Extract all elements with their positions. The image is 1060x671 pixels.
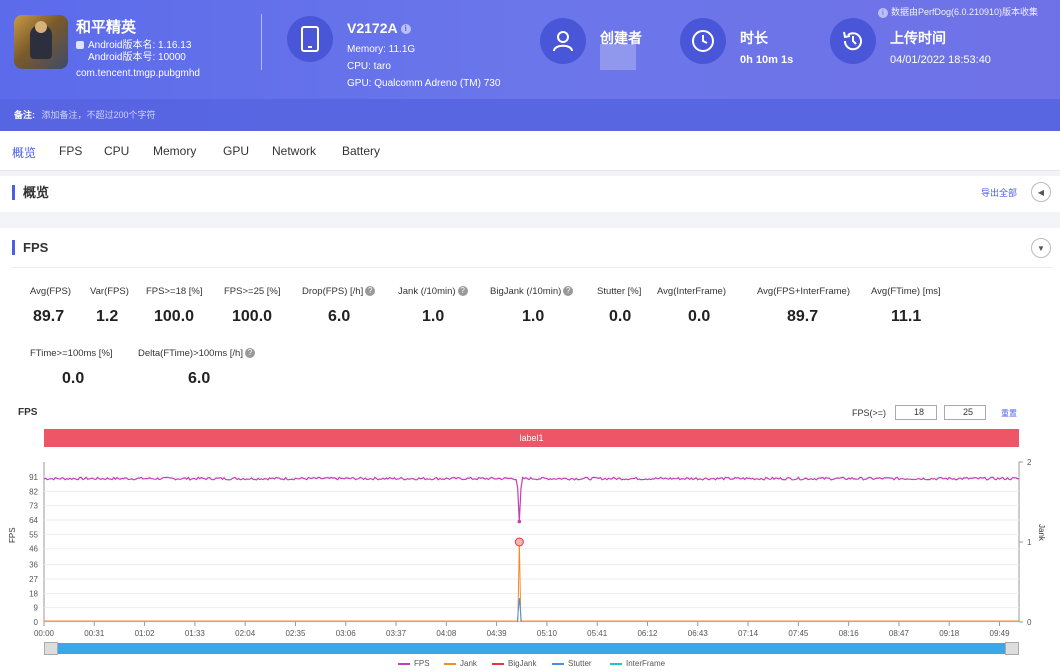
creator-name-redacted [600,44,636,70]
stat-value: 6.0 [328,308,351,325]
tab-memory[interactable]: Memory [153,144,197,158]
stat-label: FTime>=100ms [%] [30,348,113,359]
info-icon[interactable]: i [400,24,411,35]
remark-input[interactable]: 添加备注，不超过200个字符 [41,110,156,120]
export-all-link[interactable]: 导出全部 [981,188,1018,198]
legend-swatch [610,662,622,665]
remark-label: 备注: [14,110,35,120]
tab-gpu[interactable]: GPU [223,144,250,158]
legend-jank[interactable]: Jank [444,659,477,668]
creator-title: 创建者 [600,30,642,46]
y-axis-label: FPS [8,527,17,543]
user-icon [540,18,586,64]
help-icon[interactable]: ? [457,286,468,297]
phone-icon [287,16,333,62]
stat-value: 89.7 [787,308,819,325]
stat-value: 11.1 [891,308,922,325]
legend-stutter[interactable]: Stutter [552,659,592,668]
app-icon-figure [30,25,52,59]
stat-value: 0.0 [688,308,711,325]
report-header: 和平精英 Android版本名: 1.16.13 Android版本号: 100… [0,0,1060,131]
duration-title: 时长 [740,30,768,46]
stat-value: 6.0 [188,370,211,387]
stat-label: Avg(InterFrame) [657,286,726,297]
tab-cpu[interactable]: CPU [104,144,130,158]
collect-note: i 数据由PerfDog(6.0.210910)版本收集 [877,5,1038,18]
legend-swatch [552,662,564,665]
header-divider [261,14,262,70]
stat-label: Delta(FTime)>100ms [/h]? [138,348,255,359]
chart-title: FPS [18,407,38,418]
tab-fps[interactable]: FPS [59,144,83,158]
y2-axis-label: Jank [1037,524,1046,541]
tab-battery[interactable]: Battery [342,144,381,158]
stat-value: 1.0 [422,308,445,325]
android-icon [76,41,84,50]
app-icon [14,15,68,69]
upload-value: 04/01/2022 18:53:40 [890,54,991,66]
device-model: V2172A i [347,20,411,36]
legend-bigjank[interactable]: BigJank [492,659,536,668]
app-name: 和平精英 [76,19,137,36]
stat-label: FPS>=25 [%] [224,286,281,297]
tab-overview[interactable]: 概览 [12,146,37,160]
stat-label: BigJank (/10min)? [490,286,574,297]
stat-label: Avg(FPS+InterFrame) [757,286,851,297]
fps-threshold-input-2[interactable]: 25 [944,405,986,420]
duration-value: 0h 10m 1s [740,54,794,66]
reset-link[interactable]: 重置 [1001,409,1017,418]
stat-value: 1.0 [522,308,545,325]
stat-value: 100.0 [154,308,195,325]
label-bar[interactable]: label1 [44,429,1019,447]
chevron-down-icon: ▼ [1037,243,1045,253]
legend-swatch [398,662,410,665]
collapse-fps-button[interactable]: ▼ [1031,238,1051,258]
android-version-name: Android版本名: 1.16.13 [76,40,191,52]
stat-value: 0.0 [62,370,85,387]
tab-bar: 概览 FPS CPU Memory GPU Network Battery [0,131,1060,171]
slider-handle-right[interactable] [1005,642,1019,655]
device-memory: Memory: 11.1G [347,44,416,55]
stat-value: 100.0 [232,308,273,325]
info-icon: i [877,7,888,18]
stat-label: Var(FPS) [90,286,129,297]
stat-value: 1.2 [96,308,119,325]
stat-value: 0.0 [609,308,632,325]
fps-divider [12,267,1052,268]
app-icon-head [35,21,47,33]
slider-handle-left[interactable] [44,642,58,655]
android-version-code: Android版本号: 10000 [88,52,186,63]
stat-label: Stutter [%] [597,286,642,297]
history-icon [830,18,876,64]
fps-section-title: FPS [12,240,48,255]
threshold-label: FPS(>=) [852,408,887,418]
remark-bar[interactable]: 备注: 添加备注，不超过200个字符 [0,99,1060,131]
stat-label: Jank (/10min)? [398,286,468,297]
stat-label: Avg(FPS) [30,286,72,297]
fps-threshold-input-1[interactable]: 18 [895,405,937,420]
upload-title: 上传时间 [890,30,946,46]
stat-value: 89.7 [33,308,65,325]
stat-label: FPS>=18 [%] [146,286,203,297]
overview-section: 概览 [0,176,1060,212]
legend-swatch [492,662,504,665]
help-icon[interactable]: ? [365,286,376,297]
stat-label: Avg(FTime) [ms] [871,286,941,297]
overview-title: 概览 [12,185,49,200]
stat-label: Drop(FPS) [/h]? [302,286,376,297]
device-gpu: GPU: Qualcomm Adreno (TM) 730 [347,78,501,89]
tab-network[interactable]: Network [272,144,317,158]
legend-swatch [444,662,456,665]
time-range-slider[interactable] [44,642,1019,655]
legend-fps[interactable]: FPS [398,659,430,668]
collapse-overview-button[interactable]: ◀ [1031,182,1051,202]
chevron-left-icon: ◀ [1037,187,1045,197]
device-cpu: CPU: taro [347,61,391,72]
clock-icon [680,18,726,64]
package-name: com.tencent.tmgp.pubgmhd [76,68,200,79]
legend-interframe[interactable]: InterFrame [610,659,665,668]
help-icon[interactable]: ? [244,348,255,359]
help-icon[interactable]: ? [563,286,574,297]
